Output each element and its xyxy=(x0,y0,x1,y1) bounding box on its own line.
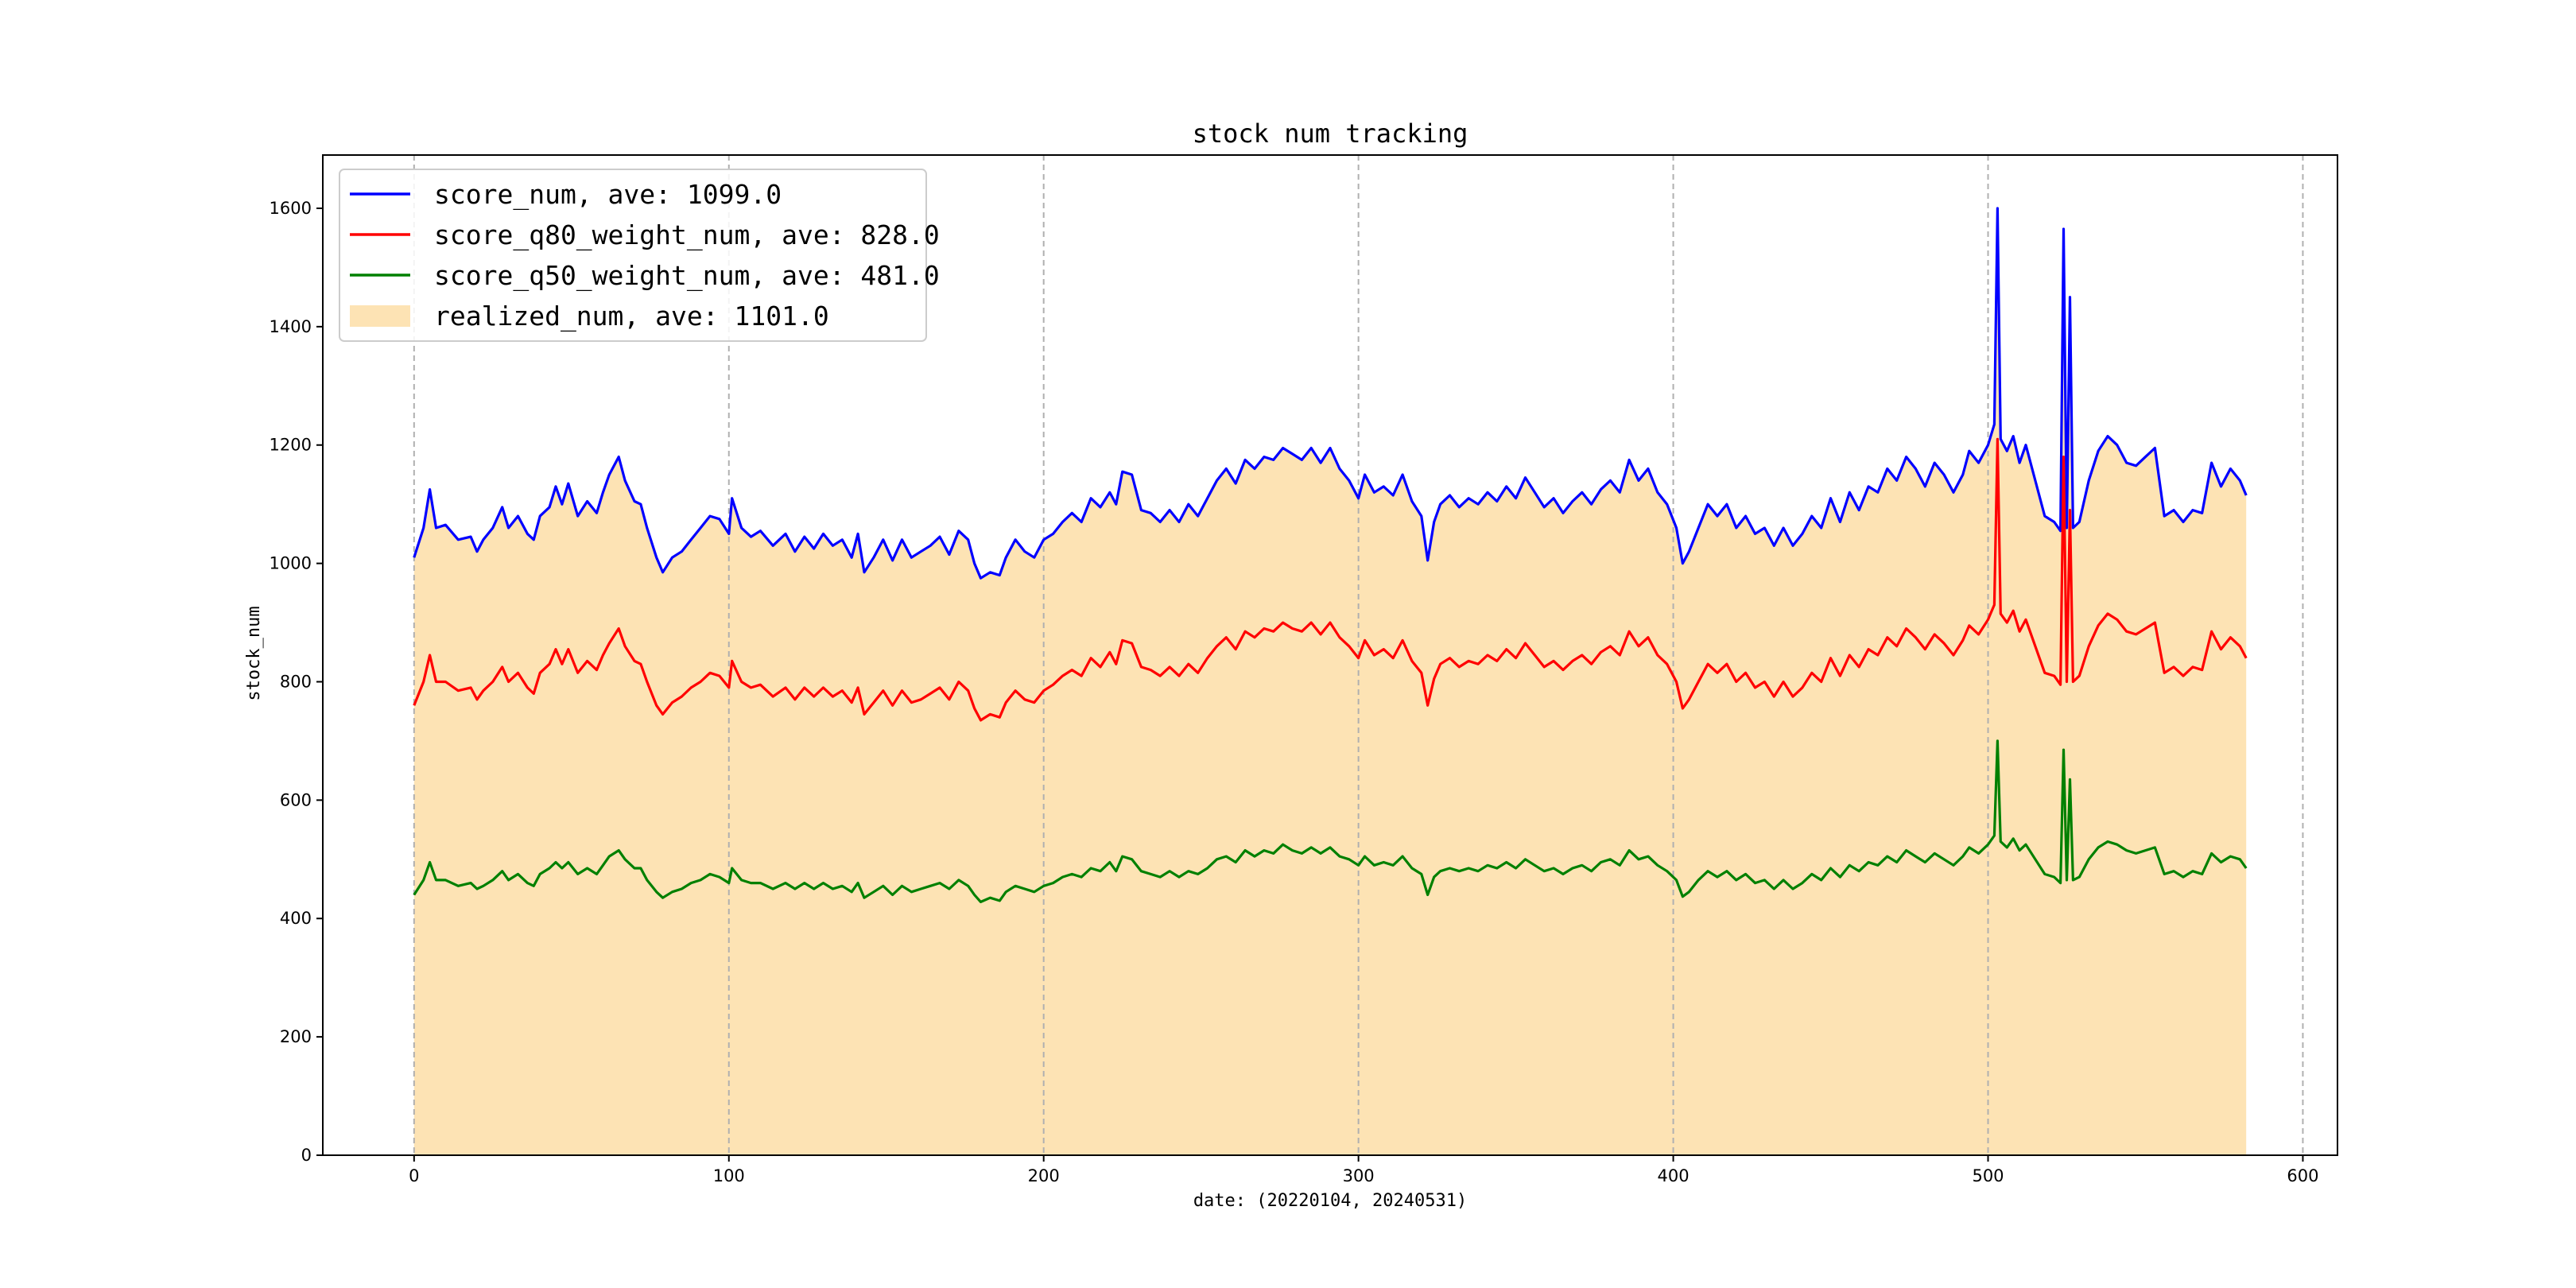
line-series-1 xyxy=(413,437,2248,722)
legend-box xyxy=(339,169,927,342)
x-axis-label: date: (20220104, 20240531) xyxy=(1193,1191,1467,1211)
line-series-0 xyxy=(413,207,2248,580)
y-tick-label-0: 0 xyxy=(301,1146,312,1165)
x-tick-label-0: 0 xyxy=(409,1166,419,1185)
legend-label-0: score_num, ave: 1099.0 xyxy=(434,179,782,211)
y-tick-label-4: 800 xyxy=(280,672,312,691)
plot-frame xyxy=(322,154,2338,1156)
x-axis: 0 100 200 300 400 500 600 xyxy=(409,1155,2318,1185)
y-tick-label-3: 600 xyxy=(280,790,312,809)
y-tick-label-1: 200 xyxy=(280,1027,312,1046)
y-axis-label: stock_num xyxy=(244,606,264,700)
x-tick-label-2: 200 xyxy=(1028,1166,1060,1185)
legend-label-3: realized_num, ave: 1101.0 xyxy=(434,301,829,332)
x-tick-label-1: 100 xyxy=(713,1166,745,1185)
y-tick-label-6: 1200 xyxy=(270,436,312,455)
y-axis: 0 200 400 600 800 1000 1200 1400 1600 xyxy=(270,199,323,1165)
area-series-0 xyxy=(413,208,2247,1155)
plot-area xyxy=(413,155,2304,1155)
x-tick-label-5: 500 xyxy=(1972,1166,2004,1185)
x-tick-label-4: 400 xyxy=(1658,1166,1690,1185)
x-tick-label-3: 300 xyxy=(1343,1166,1375,1185)
legend-label-2: score_q50_weight_num, ave: 481.0 xyxy=(434,260,940,292)
y-tick-label-5: 1000 xyxy=(270,554,312,573)
y-tick-label-2: 400 xyxy=(280,909,312,928)
legend-label-1: score_q80_weight_num, ave: 828.0 xyxy=(434,219,940,251)
chart-title: stock num tracking xyxy=(1193,118,1468,149)
y-tick-label-8: 1600 xyxy=(270,199,312,218)
y-tick-label-7: 1400 xyxy=(270,317,312,336)
legend-swatch-3 xyxy=(350,305,410,327)
line-series-2 xyxy=(413,739,2248,903)
x-tick-label-6: 600 xyxy=(2287,1166,2318,1185)
legend: score_num, ave: 1099.0 score_q80_weight_n… xyxy=(339,169,940,342)
